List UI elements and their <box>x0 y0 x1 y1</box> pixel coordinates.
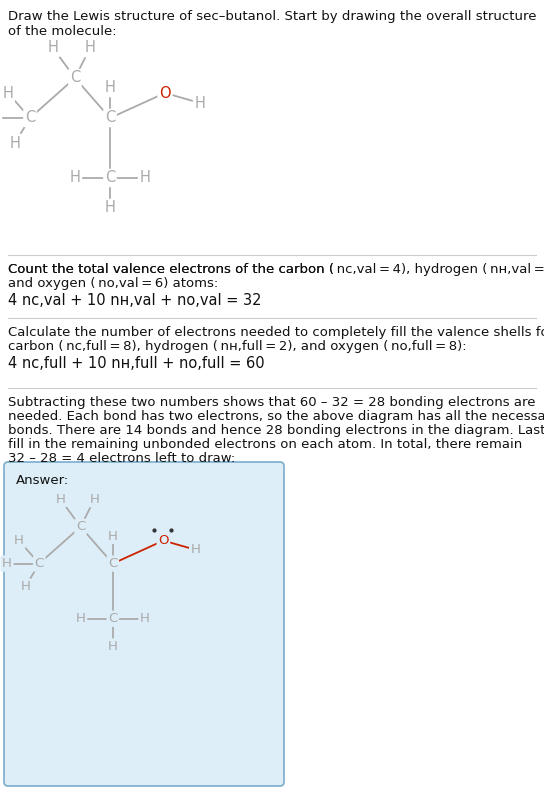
Text: C: C <box>108 612 118 626</box>
Text: Count the total valence electrons of the carbon (: Count the total valence electrons of the… <box>8 263 334 276</box>
Text: C: C <box>105 170 115 185</box>
Text: C: C <box>25 111 35 125</box>
Text: bonds. There are 14 bonds and hence 28 bonding electrons in the diagram. Lastly,: bonds. There are 14 bonds and hence 28 b… <box>8 424 544 437</box>
Text: H: H <box>10 135 21 150</box>
Text: H: H <box>47 40 58 55</box>
Text: 32 – 28 = 4 electrons left to draw:: 32 – 28 = 4 electrons left to draw: <box>8 452 235 465</box>
Text: Subtracting these two numbers shows that 60 – 32 = 28 bonding electrons are: Subtracting these two numbers shows that… <box>8 396 535 409</box>
Text: Draw the Lewis structure of sec–butanol. Start by drawing the overall structure: Draw the Lewis structure of sec–butanol.… <box>8 10 536 23</box>
Text: carbon ( nᴄ,full = 8), hydrogen ( nʜ,full = 2), and oxygen ( nᴏ,full = 8):: carbon ( nᴄ,full = 8), hydrogen ( nʜ,ful… <box>8 340 467 353</box>
Text: and oxygen ( nᴏ,val = 6) atoms:: and oxygen ( nᴏ,val = 6) atoms: <box>8 277 218 290</box>
Text: H: H <box>70 170 81 185</box>
Text: Count the total valence electrons of the carbon ( nᴄ,val = 4), hydrogen ( nʜ,val: Count the total valence electrons of the… <box>8 263 544 276</box>
Text: fill in the remaining unbonded electrons on each atom. In total, there remain: fill in the remaining unbonded electrons… <box>8 438 522 451</box>
Text: Calculate the number of electrons needed to completely fill the valence shells f: Calculate the number of electrons needed… <box>8 326 544 339</box>
Text: H: H <box>195 96 206 111</box>
Text: H: H <box>14 534 24 547</box>
Text: O: O <box>158 534 169 547</box>
Text: H: H <box>190 543 201 556</box>
Text: C: C <box>108 557 118 570</box>
Text: H: H <box>76 612 85 626</box>
FancyBboxPatch shape <box>4 462 284 786</box>
Text: H: H <box>140 170 151 185</box>
Text: C: C <box>70 70 80 86</box>
Text: O: O <box>159 86 171 101</box>
Text: H: H <box>108 640 118 653</box>
Text: 4 nᴄ,full + 10 nʜ,full + nᴏ,full = 60: 4 nᴄ,full + 10 nʜ,full + nᴏ,full = 60 <box>8 356 264 371</box>
Text: H: H <box>55 493 65 506</box>
Text: C: C <box>34 557 44 570</box>
Text: of the molecule:: of the molecule: <box>8 25 116 38</box>
Text: H: H <box>108 530 118 543</box>
Text: H: H <box>2 557 12 570</box>
Text: H: H <box>3 86 14 101</box>
Text: H: H <box>21 580 30 593</box>
Text: Answer:: Answer: <box>16 474 69 487</box>
Text: H: H <box>89 493 100 506</box>
Text: H: H <box>104 81 115 96</box>
Text: needed. Each bond has two electrons, so the above diagram has all the necessary: needed. Each bond has two electrons, so … <box>8 410 544 423</box>
Text: C: C <box>105 111 115 125</box>
Text: H: H <box>84 40 95 55</box>
Text: H: H <box>140 612 150 626</box>
Text: H: H <box>104 200 115 215</box>
Text: 4 nᴄ,val + 10 nʜ,val + nᴏ,val = 32: 4 nᴄ,val + 10 nʜ,val + nᴏ,val = 32 <box>8 293 262 308</box>
Text: C: C <box>76 520 85 533</box>
